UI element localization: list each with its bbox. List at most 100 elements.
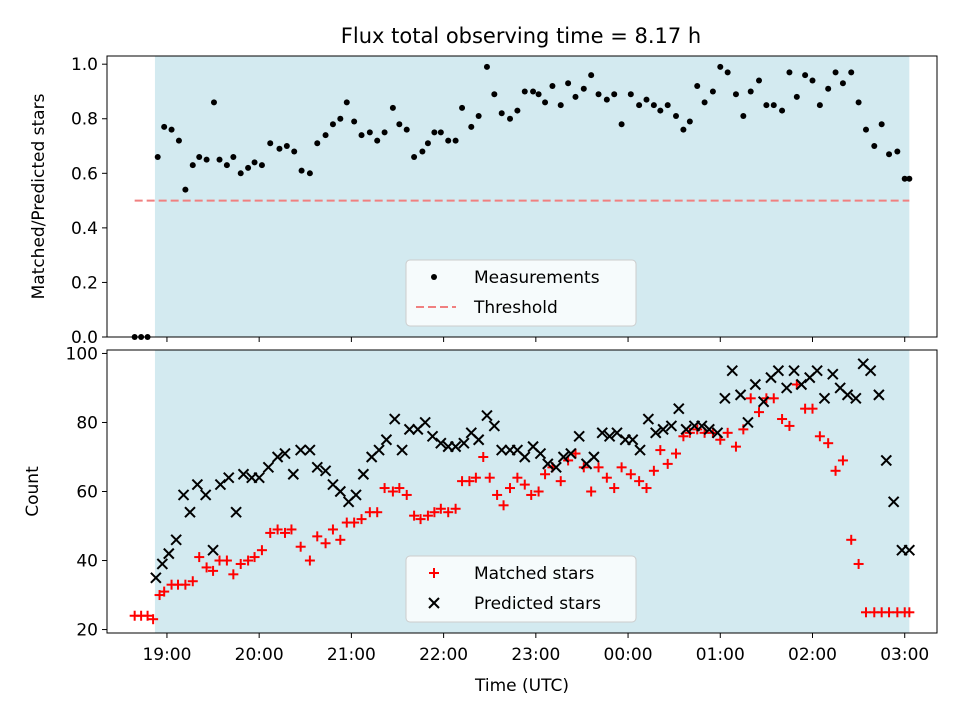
predicted-star-point	[230, 506, 242, 518]
predicted-star-point	[373, 444, 385, 456]
predicted-star-point	[550, 461, 562, 474]
chart-title: Flux total observing time = 8.17 h	[341, 24, 701, 48]
measurement-point	[203, 156, 210, 163]
measurement-point	[521, 88, 528, 95]
y-tick-label: 60	[76, 483, 98, 503]
measurement-point	[657, 107, 664, 114]
x-tick-label: 03:00	[880, 645, 929, 665]
measurement-point	[779, 107, 786, 114]
measurement-point	[763, 102, 770, 109]
matched-star-point	[625, 469, 636, 480]
predicted-star-point	[827, 368, 839, 380]
measurement-point	[701, 99, 708, 106]
measurement-point	[230, 153, 237, 160]
measurement-point	[535, 91, 542, 98]
predicted-star-point	[319, 465, 332, 477]
predicted-star-point	[573, 430, 585, 442]
predicted-star-point	[788, 365, 800, 377]
matched-star-point	[609, 483, 620, 494]
measurement-point	[154, 153, 161, 160]
predicted-star-point	[207, 544, 219, 556]
predicted-star-point	[496, 444, 508, 456]
matched-star-point	[304, 555, 315, 566]
measurement-point	[251, 159, 258, 166]
matched-star-point	[807, 403, 818, 414]
matched-star-point	[187, 576, 198, 587]
matched-star-point	[249, 552, 260, 563]
predicted-star-point	[488, 420, 501, 432]
predicted-star-point	[435, 437, 447, 449]
predicted-star-point	[696, 420, 708, 432]
matched-star-point	[415, 514, 426, 525]
bottom-legend: Matched stars Predicted stars	[405, 555, 637, 623]
predicted-star-point	[156, 558, 169, 570]
predicted-star-point	[350, 489, 362, 501]
matched-star-point	[443, 507, 454, 518]
measurement-point	[580, 85, 587, 92]
matched-star-point	[221, 555, 232, 566]
measurement-point	[747, 88, 754, 95]
measurement-point	[452, 137, 459, 144]
measurement-point	[636, 102, 643, 109]
predicted-star-point	[703, 423, 715, 436]
measurement-point	[740, 113, 747, 120]
measurement-point	[901, 175, 908, 182]
x-tick-label: 01:00	[696, 645, 745, 665]
y-tick-label: 0.8	[71, 110, 98, 130]
measurement-point	[223, 162, 230, 169]
predicted-star-point	[357, 468, 370, 480]
matched-star-point	[379, 483, 390, 494]
measurement-point	[906, 175, 913, 182]
predicted-star-point	[657, 423, 669, 436]
matched-star-point	[312, 531, 323, 542]
measurement-point	[276, 145, 283, 152]
matched-star-point	[180, 579, 191, 590]
measurement-point	[445, 137, 452, 144]
measurement-point	[196, 153, 203, 160]
y-tick-label: 100	[66, 344, 98, 364]
matched-star-point	[335, 534, 346, 545]
predicted-star-point	[734, 389, 747, 401]
measurement-point	[411, 153, 418, 160]
matched-star-point	[243, 555, 254, 566]
measurement-point	[618, 121, 625, 128]
predicted-star-point	[841, 389, 854, 401]
predicted-star-point	[403, 423, 416, 436]
measurement-point	[686, 118, 693, 125]
matched-star-point	[265, 527, 276, 538]
predicted-star-point	[449, 440, 462, 453]
predicted-star-point	[304, 444, 316, 456]
predicted-star-point	[519, 451, 531, 463]
legend-matched-label: Matched stars	[474, 564, 594, 584]
matched-star-point	[648, 465, 659, 476]
predicted-star-point	[749, 378, 762, 391]
measurement-point	[595, 91, 602, 98]
predicted-star-point	[380, 434, 393, 446]
matched-star-point	[484, 472, 495, 483]
measurement-point	[825, 85, 832, 92]
measurement-point	[245, 164, 252, 171]
matched-star-point	[498, 500, 509, 511]
predicted-star-point	[626, 434, 639, 446]
measurement-point	[557, 102, 564, 109]
predicted-star-point	[334, 485, 347, 498]
predicted-star-point	[596, 427, 608, 439]
top-y-ticks: 0.0 0.2 0.4 0.6 0.8 1.0	[71, 55, 107, 348]
measurement-point	[403, 126, 410, 133]
predicted-star-point	[311, 461, 323, 474]
predicted-star-point	[850, 392, 862, 405]
measurement-point	[839, 80, 846, 87]
measurement-point	[491, 91, 498, 98]
matched-star-point	[148, 614, 159, 625]
measurement-point	[549, 83, 556, 90]
y-tick-label: 0.2	[71, 273, 98, 293]
matched-star-point	[846, 534, 857, 545]
measurement-point	[542, 99, 549, 106]
measurement-point	[237, 170, 244, 177]
x-tick-label: 23:00	[511, 645, 560, 665]
x-tick-label: 22:00	[419, 645, 468, 665]
y-tick-label: 0.6	[71, 164, 98, 184]
predicted-star-point	[880, 454, 892, 467]
legend-plus-glyph	[429, 568, 439, 578]
predicted-star-point	[458, 437, 470, 449]
